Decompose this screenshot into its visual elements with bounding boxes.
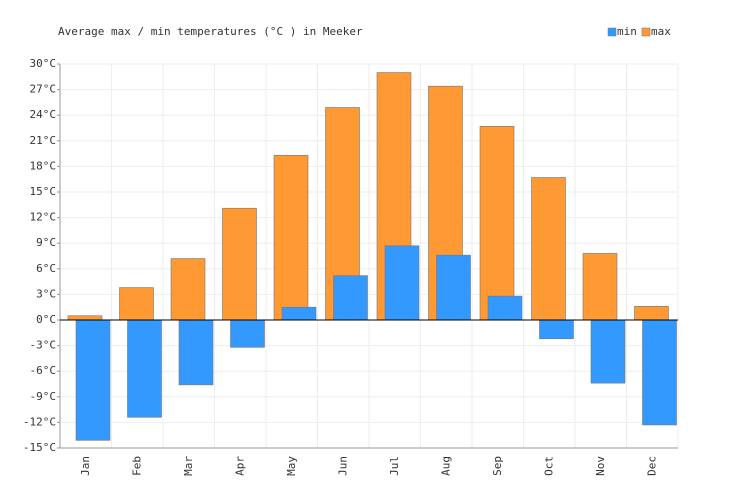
bar: [384, 245, 420, 321]
y-tick-label: -3°C: [30, 339, 57, 352]
y-tick-label: 30°C: [30, 57, 57, 70]
x-tick-label: Sep: [491, 456, 504, 476]
y-tick-label: 12°C: [30, 211, 57, 224]
x-tick-label: Dec: [645, 456, 658, 476]
legend-label: min: [617, 25, 637, 38]
y-tick-label: 6°C: [36, 262, 56, 275]
bar: [75, 319, 111, 441]
y-tick-label: 18°C: [30, 159, 57, 172]
x-tick-label: Mar: [182, 456, 195, 476]
x-tick-label: Nov: [594, 456, 607, 476]
x-tick-label: Feb: [130, 456, 143, 476]
y-tick-label: 3°C: [36, 287, 56, 300]
x-tick-label: Oct: [542, 456, 555, 476]
y-tick-label: 0°C: [36, 313, 56, 326]
bar: [178, 319, 214, 386]
bar: [273, 155, 309, 321]
bar: [119, 287, 154, 321]
legend-swatch: [607, 27, 617, 37]
bar: [222, 207, 257, 321]
bar: [170, 258, 206, 321]
bar: [590, 319, 626, 384]
chart-title: Average max / min temperatures (°C ) in …: [58, 25, 363, 38]
bar: [531, 177, 566, 321]
y-tick-label: 9°C: [36, 236, 56, 249]
bar: [487, 295, 523, 321]
bar: [634, 306, 669, 321]
bar: [642, 319, 677, 426]
bar: [333, 275, 368, 321]
x-tick-label: Aug: [439, 456, 452, 476]
y-tick-label: 21°C: [30, 134, 57, 147]
bar: [539, 319, 574, 340]
y-tick-label: 24°C: [30, 108, 57, 121]
y-tick-label: 27°C: [30, 83, 57, 96]
y-tick-label: -9°C: [30, 390, 57, 403]
bar: [230, 319, 265, 348]
bar: [479, 125, 515, 321]
bar: [281, 306, 317, 321]
bar: [436, 254, 471, 321]
x-tick-label: May: [285, 456, 298, 476]
x-tick-label: Apr: [233, 456, 246, 476]
x-tick-label: Jun: [336, 456, 349, 476]
y-tick-label: -6°C: [30, 364, 57, 377]
legend-swatch: [641, 27, 651, 37]
y-tick-label: -15°C: [23, 441, 56, 454]
bar: [127, 319, 162, 418]
x-tick-label: Jul: [388, 456, 401, 476]
bar: [67, 315, 103, 321]
bar: [582, 253, 618, 321]
y-tick-label: 15°C: [30, 185, 57, 198]
x-tick-label: Jan: [79, 456, 92, 476]
legend-label: max: [651, 25, 671, 38]
y-tick-label: -12°C: [23, 415, 56, 428]
